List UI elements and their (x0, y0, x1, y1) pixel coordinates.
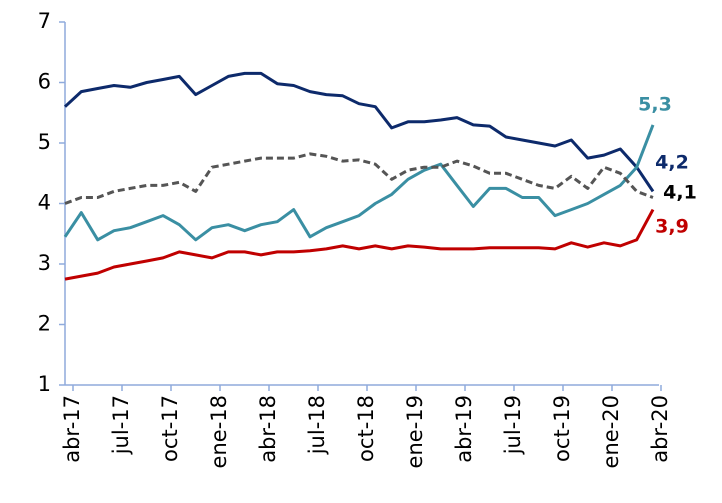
series-line (64, 152, 654, 205)
y-tick-label: 4 (38, 191, 51, 215)
x-tick-label: abr-20 (648, 395, 672, 463)
x-tick-label: abr-18 (256, 395, 280, 463)
series-line (63, 124, 655, 242)
x-tick-label: jul-19 (501, 395, 525, 455)
series-line (64, 208, 655, 281)
end-label: 4,2 (655, 152, 689, 174)
x-tick-label: ene-19 (403, 395, 427, 468)
x-tick-label: ene-20 (599, 395, 623, 468)
y-tick-label: 7 (38, 9, 51, 33)
y-tick-label: 1 (38, 372, 51, 396)
x-tick-label: oct-18 (354, 395, 378, 462)
y-tick-label: 2 (38, 312, 51, 336)
x-tick-label: jul-18 (305, 395, 329, 455)
series-line (63, 71, 655, 193)
x-tick-label: jul-17 (109, 395, 133, 455)
x-tick-label: oct-19 (550, 395, 574, 462)
end-label: 4,1 (663, 182, 697, 204)
y-tick-label: 5 (38, 130, 51, 154)
y-tick-label: 6 (38, 70, 51, 94)
x-tick-label: oct-17 (158, 395, 182, 462)
x-tick-label: abr-19 (452, 395, 476, 463)
end-label: 3,9 (655, 216, 689, 238)
y-tick-label: 3 (38, 251, 51, 275)
end-label: 5,3 (638, 94, 672, 116)
x-tick-label: abr-17 (60, 395, 84, 463)
x-tick-label: ene-18 (207, 395, 231, 468)
